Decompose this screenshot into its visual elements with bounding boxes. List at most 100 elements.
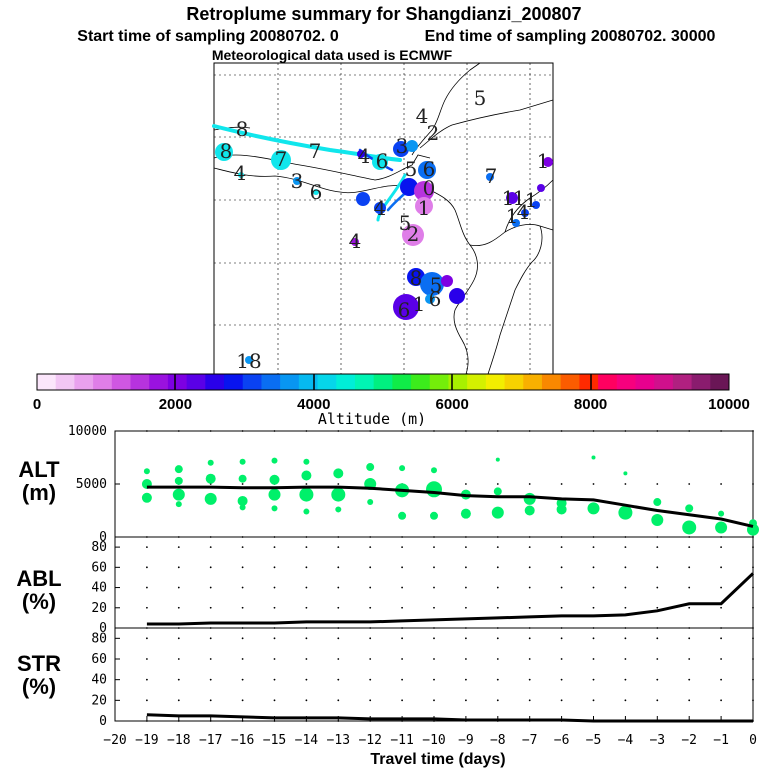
- colorbar-cell: [186, 374, 206, 390]
- colorbar-cell: [261, 374, 281, 390]
- grid-dot: [305, 566, 308, 569]
- grid-dot: [688, 658, 691, 660]
- plume-centroids: [215, 140, 553, 364]
- colorbar-cell: [317, 374, 337, 390]
- grid-dot: [560, 586, 563, 589]
- colorbar-cell: [149, 374, 169, 390]
- x-tick-label: −1: [713, 733, 729, 748]
- grid-dot: [209, 430, 212, 432]
- colorbar-tick-labels: 0 2000 4000 6000 8000 10000: [33, 396, 750, 413]
- grid-dot: [433, 658, 435, 660]
- y-tick-label: 60: [91, 560, 107, 575]
- colorbar-cell: [336, 374, 356, 390]
- alt-scatter-point: [303, 458, 310, 465]
- grid-dot: [592, 699, 595, 702]
- colorbar-cell: [523, 374, 543, 390]
- colorbar-frame: [36, 373, 730, 391]
- grid-dot: [401, 627, 403, 629]
- grid-dot: [528, 637, 531, 640]
- x-tick-label: −14: [295, 733, 319, 748]
- grid-dot: [433, 699, 435, 702]
- grid-dot: [241, 483, 244, 485]
- grid-dot: [624, 606, 627, 609]
- grid-dot: [273, 586, 276, 589]
- y-tick-label: 60: [91, 652, 107, 667]
- grid-dot: [177, 658, 180, 660]
- colorbar-cell: [280, 374, 300, 390]
- grid-dot: [496, 546, 499, 549]
- grid-dot: [496, 606, 499, 609]
- map-day-label: 6: [310, 180, 323, 204]
- grid-dot: [209, 586, 212, 589]
- grid-dot: [528, 699, 531, 702]
- grid-dot: [528, 627, 531, 629]
- grid-dot: [496, 658, 499, 660]
- map-day-label: 8: [410, 266, 423, 290]
- grid-dot: [209, 637, 212, 640]
- grid-dot: [624, 430, 627, 432]
- grid-dot: [528, 536, 531, 538]
- map-day-label: 2: [427, 121, 440, 145]
- centroid-dot: [414, 181, 434, 201]
- centroid-dot: [271, 150, 291, 170]
- grid-dot: [433, 536, 435, 538]
- grid-dot: [209, 536, 212, 538]
- grid-dot: [752, 566, 754, 569]
- alt-scatter-point: [269, 474, 280, 485]
- x-tick-label: −13: [327, 733, 350, 748]
- x-tick-label: 0: [749, 733, 757, 748]
- grid-dot: [528, 658, 531, 660]
- alt-scatter-point: [523, 492, 536, 505]
- panel-grid-dots: [146, 430, 754, 722]
- colorbar-cell: [224, 374, 244, 390]
- grid-dot: [337, 637, 340, 640]
- map-day-label: 6: [423, 157, 436, 181]
- grid-dot: [433, 606, 435, 609]
- grid-dot: [273, 658, 276, 660]
- x-tick-label: −18: [167, 733, 190, 748]
- start-time-text: Start time of sampling 20080702. 0: [77, 28, 339, 45]
- grid-dot: [465, 606, 467, 609]
- grid-dot: [369, 678, 372, 681]
- grid-dot: [465, 627, 467, 629]
- grid-dot: [496, 637, 499, 640]
- alt-scatter-point: [303, 508, 310, 515]
- grid-dot: [720, 637, 722, 640]
- grid-dot: [688, 699, 691, 702]
- grid-dot: [656, 546, 659, 549]
- grid-dot: [146, 566, 148, 569]
- alt-series-line: [146, 485, 754, 528]
- grid-dot: [720, 658, 722, 660]
- colorbar-cell: [448, 374, 468, 390]
- grid-dot: [305, 699, 308, 702]
- alt-scatter-point: [682, 520, 697, 535]
- grid-dot: [209, 658, 212, 660]
- grid-dot: [496, 627, 499, 629]
- grid-dot: [752, 699, 754, 702]
- y-tick-label: 40: [91, 581, 107, 596]
- grid-dot: [401, 566, 403, 569]
- x-tick-label: −5: [586, 733, 602, 748]
- grid-dot: [560, 536, 563, 538]
- grid-dot: [305, 637, 308, 640]
- centroid-dot: [374, 202, 386, 214]
- grid-dot: [656, 536, 659, 538]
- grid-dot: [560, 637, 563, 640]
- grid-dot: [337, 536, 340, 538]
- grid-dot: [209, 566, 212, 569]
- grid-dot: [433, 586, 435, 589]
- grid-dot: [273, 606, 276, 609]
- alt-scatter-point: [556, 504, 567, 515]
- x-tick-label: −19: [135, 733, 158, 748]
- grid-dot: [656, 627, 659, 629]
- grid-dot: [465, 678, 467, 681]
- grid-dot: [177, 678, 180, 681]
- map-day-label: 1: [513, 186, 526, 210]
- grid-dot: [688, 430, 691, 432]
- alt-scatter-point: [495, 457, 500, 462]
- grid-dot: [720, 586, 722, 589]
- centroid-dot: [406, 140, 418, 152]
- grid-dot: [401, 637, 403, 640]
- alt-scatter-point: [174, 465, 183, 474]
